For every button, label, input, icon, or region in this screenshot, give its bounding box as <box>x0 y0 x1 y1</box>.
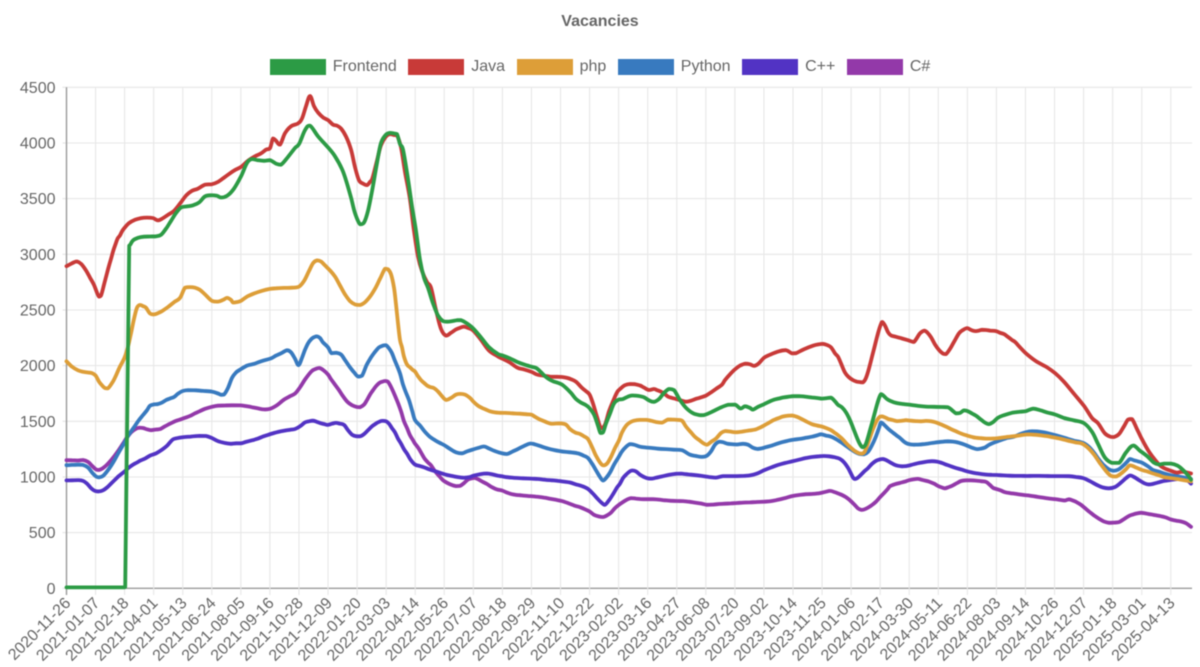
svg-text:4000: 4000 <box>20 136 56 153</box>
svg-text:2000: 2000 <box>20 358 56 375</box>
svg-text:1000: 1000 <box>20 470 56 487</box>
svg-text:2500: 2500 <box>20 303 56 320</box>
svg-text:1500: 1500 <box>20 414 56 431</box>
svg-text:500: 500 <box>29 525 56 542</box>
svg-text:3500: 3500 <box>20 191 56 208</box>
svg-text:0: 0 <box>47 581 56 598</box>
svg-text:3000: 3000 <box>20 247 56 264</box>
svg-text:4500: 4500 <box>20 80 56 97</box>
